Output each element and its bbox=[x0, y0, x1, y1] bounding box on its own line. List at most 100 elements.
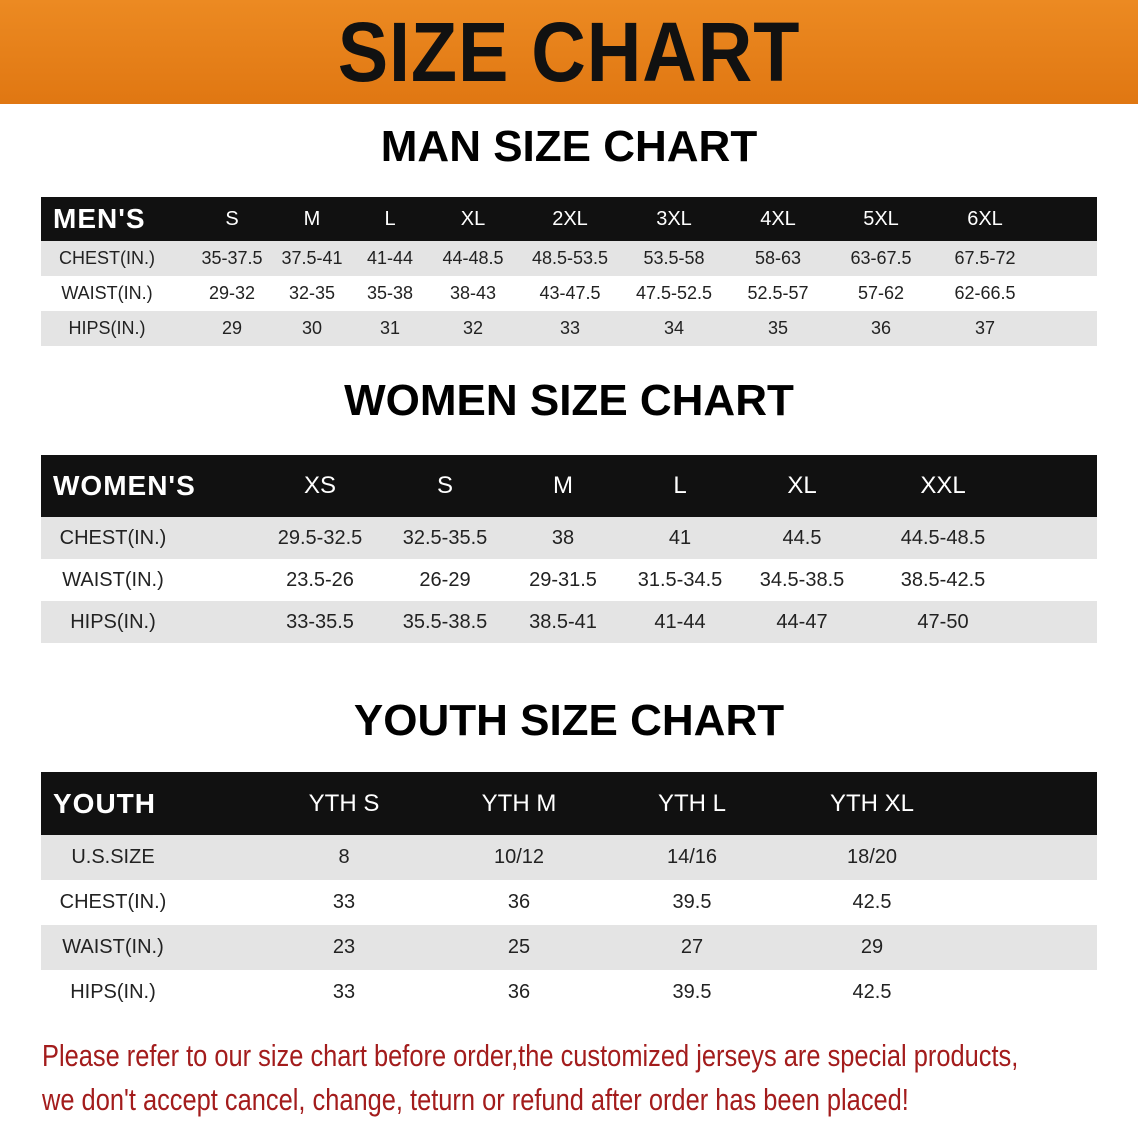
order-note-line-1: Please refer to our size chart before or… bbox=[42, 1038, 1019, 1073]
measurement-value: 44.5-48.5 bbox=[900, 526, 986, 549]
table-row: HIPS(IN.) 29 30 31 32 33 34 35 36 37 bbox=[41, 311, 1097, 346]
measurement-value: 42.5 bbox=[852, 981, 892, 1003]
measurement-value: 27 bbox=[680, 936, 704, 958]
men-header-row: MEN'S S M L XL 2XL 3XL 4XL 5XL 6XL bbox=[41, 197, 1097, 241]
measurement-value: 67.5-72 bbox=[954, 248, 1016, 268]
men-section-title: MAN SIZE CHART bbox=[380, 122, 758, 171]
order-note-line-2: we don't accept cancel, change, teturn o… bbox=[42, 1082, 909, 1117]
measurement-label: HIPS(IN.) bbox=[70, 610, 156, 633]
measurement-value: 47.5-52.5 bbox=[635, 283, 713, 303]
table-row: WAIST(IN.) 23 25 27 29 bbox=[41, 925, 1097, 970]
measurement-value: 37 bbox=[974, 318, 996, 338]
size-column-header: 2XL bbox=[552, 207, 588, 230]
measurement-value: 39.5 bbox=[672, 981, 712, 1003]
measurement-value: 23.5-26 bbox=[286, 568, 354, 591]
measurement-value: 32 bbox=[462, 318, 484, 338]
size-column-header: YTH L bbox=[657, 789, 727, 817]
size-column-header: XS bbox=[303, 472, 337, 499]
measurement-value: 30 bbox=[301, 318, 323, 338]
measurement-value: 44.5 bbox=[782, 526, 822, 549]
size-column-header: L bbox=[673, 472, 687, 499]
table-row: CHEST(IN.) 29.5-32.5 32.5-35.5 38 41 44.5 44.5… bbox=[41, 517, 1097, 559]
measurement-value: 35.5-38.5 bbox=[402, 610, 488, 633]
measurement-value: 31.5-34.5 bbox=[637, 568, 723, 591]
measurement-value: 32.5-35.5 bbox=[402, 526, 488, 549]
measurement-value: 33-35.5 bbox=[286, 610, 354, 633]
measurement-value: 38.5-42.5 bbox=[900, 568, 986, 591]
measurement-value: 37.5-41 bbox=[281, 248, 343, 268]
table-label-header: YOUTH bbox=[53, 787, 156, 819]
size-column-header: 3XL bbox=[656, 207, 692, 230]
measurement-value: 36 bbox=[870, 318, 892, 338]
women-header-row: WOMEN'S XS S M L XL XXL bbox=[41, 455, 1097, 517]
measurement-value: 42.5 bbox=[852, 891, 892, 913]
measurement-value: 33 bbox=[332, 891, 356, 913]
women-section-title: WOMEN SIZE CHART bbox=[344, 376, 794, 425]
measurement-label: HIPS(IN.) bbox=[70, 981, 156, 1003]
measurement-value: 14/16 bbox=[666, 846, 718, 868]
size-column-header: M bbox=[303, 207, 321, 230]
table-row: CHEST(IN.) 33 36 39.5 42.5 bbox=[41, 880, 1097, 925]
measurement-label: WAIST(IN.) bbox=[61, 283, 153, 303]
measurement-value: 34 bbox=[663, 318, 685, 338]
measurement-label: CHEST(IN.) bbox=[59, 526, 167, 549]
measurement-value: 29 bbox=[221, 318, 243, 338]
banner-title: SIZE CHART bbox=[337, 5, 801, 99]
measurement-value: 36 bbox=[507, 981, 531, 1003]
measurement-value: 44-48.5 bbox=[442, 248, 504, 268]
measurement-value: 36 bbox=[507, 891, 531, 913]
measurement-value: 39.5 bbox=[672, 891, 712, 913]
measurement-value: 31 bbox=[379, 318, 401, 338]
measurement-label: U.S.SIZE bbox=[71, 846, 155, 868]
measurement-value: 41-44 bbox=[366, 248, 414, 268]
size-column-header: YTH XL bbox=[829, 789, 915, 817]
measurement-value: 62-66.5 bbox=[954, 283, 1016, 303]
table-row: HIPS(IN.) 33-35.5 35.5-38.5 38.5-41 41-44 44-… bbox=[41, 601, 1097, 643]
measurement-value: 38.5-41 bbox=[529, 610, 597, 633]
measurement-label: CHEST(IN.) bbox=[59, 891, 167, 913]
table-row: WAIST(IN.) 23.5-26 26-29 29-31.5 31.5-34.5 34… bbox=[41, 559, 1097, 601]
measurement-value: 26-29 bbox=[419, 568, 471, 591]
measurement-label: HIPS(IN.) bbox=[68, 318, 146, 338]
measurement-value: 34.5-38.5 bbox=[759, 568, 845, 591]
table-row: WAIST(IN.) 29-32 32-35 35-38 38-43 43-47.5 47.… bbox=[41, 276, 1097, 311]
measurement-value: 33 bbox=[332, 981, 356, 1003]
size-column-header: 4XL bbox=[760, 207, 796, 230]
measurement-value: 63-67.5 bbox=[850, 248, 912, 268]
measurement-value: 29.5-32.5 bbox=[277, 526, 363, 549]
measurement-value: 23 bbox=[332, 936, 356, 958]
measurement-value: 44-47 bbox=[776, 610, 828, 633]
size-column-header: YTH M bbox=[481, 789, 557, 817]
measurement-value: 35 bbox=[767, 318, 789, 338]
measurement-value: 57-62 bbox=[857, 283, 905, 303]
size-column-header: S bbox=[436, 472, 454, 499]
measurement-value: 41-44 bbox=[654, 610, 706, 633]
measurement-value: 58-63 bbox=[754, 248, 802, 268]
size-column-header: M bbox=[553, 472, 573, 499]
size-column-header: XL bbox=[787, 472, 817, 499]
size-column-header: 5XL bbox=[863, 207, 899, 230]
measurement-value: 53.5-58 bbox=[643, 248, 705, 268]
measurement-value: 43-47.5 bbox=[539, 283, 601, 303]
measurement-label: CHEST(IN.) bbox=[59, 248, 155, 268]
measurement-value: 25 bbox=[507, 936, 531, 958]
size-chart-banner: SIZE CHART bbox=[0, 0, 1138, 104]
youth-header-row: YOUTH YTH S YTH M YTH L YTH XL bbox=[41, 772, 1097, 835]
measurement-value: 32-35 bbox=[288, 283, 336, 303]
measurement-value: 38 bbox=[551, 526, 575, 549]
measurement-value: 8 bbox=[338, 846, 350, 868]
size-column-header: XL bbox=[460, 207, 486, 230]
measurement-value: 35-38 bbox=[366, 283, 414, 303]
measurement-value: 29 bbox=[860, 936, 884, 958]
measurement-value: 10/12 bbox=[493, 846, 545, 868]
measurement-value: 48.5-53.5 bbox=[531, 248, 609, 268]
size-column-header: 6XL bbox=[967, 207, 1003, 230]
measurement-value: 35-37.5 bbox=[201, 248, 263, 268]
measurement-value: 33 bbox=[559, 318, 581, 338]
measurement-value: 41 bbox=[668, 526, 692, 549]
table-row: U.S.SIZE 8 10/12 14/16 18/20 bbox=[41, 835, 1097, 880]
table-label-header: WOMEN'S bbox=[53, 470, 196, 501]
size-column-header: L bbox=[384, 207, 396, 230]
youth-section-title: YOUTH SIZE CHART bbox=[353, 696, 785, 745]
measurement-value: 29-32 bbox=[208, 283, 256, 303]
